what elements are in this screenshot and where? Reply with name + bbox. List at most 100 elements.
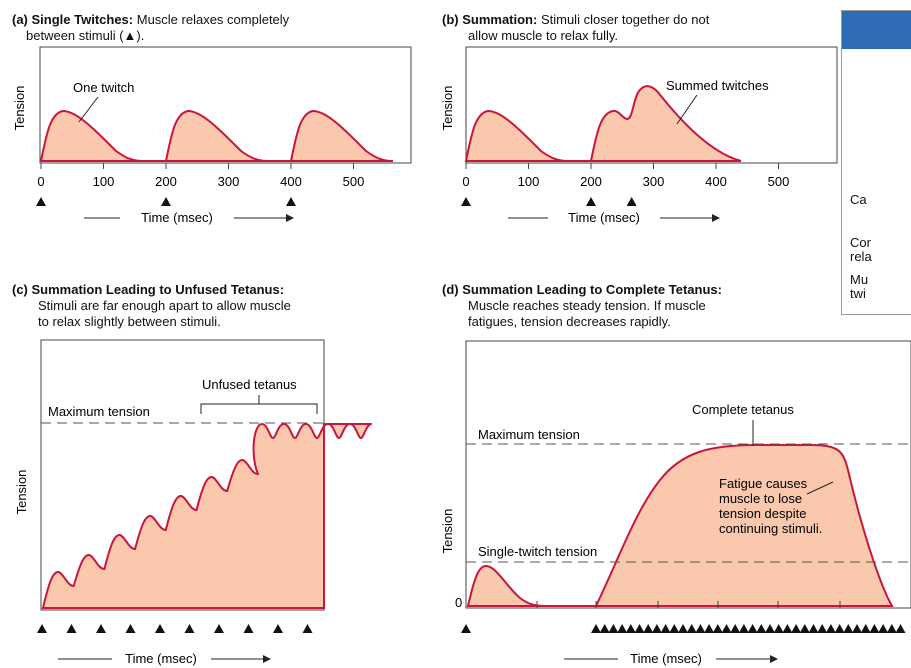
panel-d-max-label: Maximum tension (478, 427, 580, 442)
panel-d-stimuli (461, 624, 906, 633)
panel-b-x-tick-label: 400 (705, 174, 727, 189)
panel-a-annotation-leader (78, 96, 99, 123)
panel-b-stimulus-marker (586, 197, 596, 206)
panel-c-stimulus-marker (302, 624, 313, 633)
side-row-4: Mu (850, 272, 869, 287)
panel-d-stimulus-marker (799, 624, 810, 633)
panel-d-stimulus-marker (660, 624, 671, 633)
panel-d-x-label: Time (msec) (630, 651, 702, 666)
panel-c-title-bold: (c) Summation Leading to Unfused Tetanus… (12, 282, 285, 297)
panel-d-chart: Maximum tension Single-twitch tension Co… (440, 340, 911, 666)
panel-d-stimulus-marker (886, 624, 897, 633)
panel-a-heading: (a) Single Twitches: Muscle relaxes comp… (12, 12, 289, 44)
panel-d-stimulus-marker (869, 624, 880, 633)
panel-d-stimulus-marker (878, 624, 889, 633)
side-row-2: Cor (850, 235, 871, 250)
panel-c-stimulus-marker (214, 624, 224, 633)
panel-c-stimulus-marker (155, 624, 165, 633)
panel-d-stimulus-marker (808, 624, 819, 633)
panel-d-stimulus-marker (591, 624, 601, 633)
panel-d-stimulus-marker (738, 624, 749, 633)
panel-c-heading: (c) Summation Leading to Unfused Tetanus… (12, 282, 291, 330)
panel-a-frame (39, 46, 412, 164)
panel-a-annotation: One twitch (73, 80, 134, 95)
panel-c-annotation-bracket (200, 395, 318, 414)
panel-a-stimulus-marker (161, 197, 171, 206)
panel-b-x-tick-label: 100 (518, 174, 540, 189)
panel-b-x-tick-label: 500 (768, 174, 790, 189)
panel-d-stimulus-marker (843, 624, 854, 633)
panel-d-stimulus-marker (712, 624, 723, 633)
panel-b-x-tick-label: 200 (580, 174, 602, 189)
panel-c-x-title: Time (msec) (58, 651, 271, 666)
panel-d-stimulus-marker (834, 624, 845, 633)
panel-d-stimulus-marker (634, 624, 645, 633)
panel-b-chart: Summed twitches Tension 0 100 200 300 400 500… (440, 46, 838, 225)
panel-c-title-line3: to relax slightly between stimuli. (38, 314, 221, 329)
panel-d-stimulus-marker (686, 624, 697, 633)
panel-b-annotation-leader (676, 94, 698, 125)
panel-b-title-line2: allow muscle to relax fully. (468, 28, 619, 43)
panel-a-x-tick-label: 0 (37, 174, 44, 189)
panel-b-x-label: Time (msec) (568, 210, 640, 225)
panel-d-title-line2: Muscle reaches steady tension. If muscle (468, 298, 706, 313)
panel-d-stimulus-marker (782, 624, 793, 633)
panel-c-stimulus-marker (273, 624, 283, 633)
panel-d-stimulus-marker (669, 624, 680, 633)
panel-a-chart: One twitch Tension 0 100 200 300 400 500 Time… (12, 46, 412, 225)
panel-b-x-tick-label: 300 (643, 174, 665, 189)
panel-d-stimulus-marker (825, 624, 836, 633)
panel-d-stimulus-marker (721, 624, 732, 633)
panel-d-time-arrowhead (770, 655, 778, 663)
panel-d-title-bold: (d) Summation Leading to Complete Tetanu… (442, 282, 722, 297)
panel-b-tension-curve (464, 85, 742, 162)
panel-d-fatigue-line-3: tension despite (719, 506, 806, 521)
panel-a-time-arrowhead (286, 214, 294, 222)
panel-a-x-tick-label: 300 (218, 174, 240, 189)
panel-b-stimulus-marker (626, 197, 637, 206)
panel-d-stimulus-marker (756, 624, 767, 633)
panel-b-title-bold: (b) Summation: (442, 12, 538, 27)
panel-d-stimulus-marker (860, 624, 871, 633)
panel-d-stimulus-marker (608, 624, 619, 633)
panel-c-title-line2: Stimuli are far enough apart to allow mu… (38, 298, 291, 313)
panel-d-stimulus-marker (817, 624, 828, 633)
panel-b-x-tick-label: 0 (462, 174, 469, 189)
panel-c-time-arrowhead (263, 655, 271, 663)
panel-a-tension-curve (39, 109, 394, 162)
panel-c-stimuli (37, 624, 313, 633)
panel-d-y-label: Tension (440, 509, 455, 554)
panel-d-zero-label: 0 (455, 595, 462, 610)
panel-c-stimulus-marker (125, 624, 136, 633)
panel-d-x-title: Time (msec) (564, 651, 778, 666)
panel-d-annotation: Complete tetanus (692, 402, 794, 417)
panel-a-x-axis: 0 100 200 300 400 500 (37, 163, 364, 189)
panel-d-frame (465, 340, 911, 609)
panel-a-stimuli (36, 197, 296, 206)
panel-d-heading: (d) Summation Leading to Complete Tetanu… (442, 282, 722, 330)
side-row-3: rela (850, 249, 872, 264)
panel-c-stimulus-marker (96, 624, 106, 633)
panel-a-title-rest: Muscle relaxes completely (136, 12, 290, 27)
panel-a-x-title: Time (msec) (84, 210, 294, 225)
panel-d-stimulus-marker (730, 624, 741, 633)
panel-d-title-line3: fatigues, tension decreases rapidly. (468, 314, 671, 329)
panel-d-stimulus-marker (695, 624, 706, 633)
panel-d-stimulus-marker (895, 624, 906, 633)
panel-d-stimulus-marker (599, 624, 610, 633)
panel-b-x-axis: 0 100 200 300 400 500 (462, 163, 789, 189)
panel-c-x-label: Time (msec) (125, 651, 197, 666)
panel-a-x-tick-label: 500 (343, 174, 365, 189)
panel-b-frame (465, 46, 838, 164)
panel-a-x-tick-label: 200 (155, 174, 177, 189)
panel-c-stimulus-marker (66, 624, 77, 633)
panel-b-title-rest: Stimuli closer together do not (540, 12, 710, 27)
panel-d-tension-curve (466, 444, 894, 607)
panel-b-stimulus-marker (461, 197, 471, 206)
side-table-panel: Ca Cor rela Mu twi (841, 10, 911, 315)
panel-d-fatigue-line-1: Fatigue causes (719, 476, 808, 491)
panel-d-fatigue-line-4: continuing stimuli. (719, 521, 822, 536)
panel-c-stimulus-marker (184, 624, 195, 633)
panel-c-annotation: Unfused tetanus (202, 377, 297, 392)
